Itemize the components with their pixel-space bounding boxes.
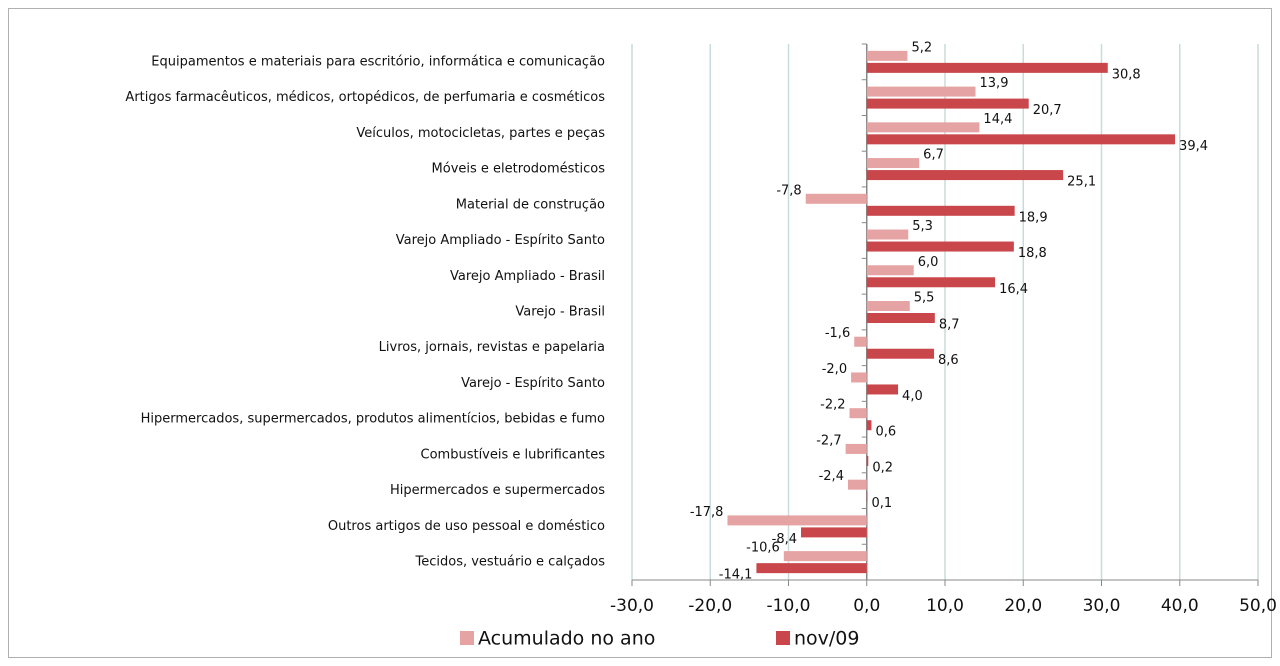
value-label: 14,4 [983,112,1012,127]
bar [866,313,935,323]
value-label: 18,8 [1018,246,1047,261]
value-label: 8,6 [938,353,959,368]
value-label: 5,2 [911,40,932,55]
value-label: -2,0 [822,362,847,377]
bar [866,86,976,97]
y-tick-label: Artigos farmacêuticos, médicos, ortopédi… [125,90,605,105]
bar [805,193,867,204]
value-label: -2,7 [816,433,841,448]
bar [866,98,1029,109]
bar [801,527,867,538]
y-tick-label: Hipermercados, supermercados, produtos a… [141,412,605,427]
value-label: 5,5 [914,291,935,306]
y-tick-label: Varejo - Brasil [515,305,605,320]
value-label: 0,1 [872,496,893,511]
bar [783,551,867,562]
x-tick-label: 50,0 [1239,596,1277,616]
bar [866,62,1108,73]
value-label: 20,7 [1033,103,1062,118]
bar [854,336,867,347]
bar [866,301,910,311]
y-tick-label: Outros artigos de uso pessoal e doméstic… [328,519,605,534]
x-tick-label: 30,0 [1083,596,1121,616]
x-tick-label: -10,0 [767,596,811,616]
x-tick-label: 10,0 [926,596,964,616]
value-label: 13,9 [980,76,1009,91]
y-tick-label: Livros, jornais, revistas e papelaria [379,340,605,355]
value-label: 30,8 [1112,67,1141,82]
value-label: 6,0 [918,255,939,270]
bar [866,455,869,466]
bar [845,443,867,454]
y-tick-label: Hipermercados e supermercados [390,483,605,498]
x-tick-label: -30,0 [610,596,654,616]
value-label: 6,7 [923,148,944,163]
x-tick-label: 0,0 [853,596,880,616]
value-label: -7,8 [776,183,801,198]
value-label: -14,1 [719,568,753,583]
bar [866,241,1014,252]
value-label: 5,3 [912,219,933,234]
bar [866,50,908,61]
legend-label: nov/09 [794,628,860,650]
value-label: -10,6 [746,541,780,556]
bar [866,420,872,431]
y-tick-label: Varejo - Espírito Santo [461,376,605,391]
x-tick-label: 20,0 [1004,596,1042,616]
bar [866,348,935,359]
bar [866,265,914,276]
y-tick-label: Varejo Ampliado - Espírito Santo [396,233,605,248]
bar [866,384,899,395]
bar [849,408,867,419]
value-label: 16,4 [999,282,1028,297]
value-label: 25,1 [1067,175,1096,190]
value-label: -17,8 [690,505,724,520]
chart-frame [8,8,1272,658]
value-label: -2,4 [819,469,844,484]
legend-label: Acumulado no ano [478,628,655,650]
x-tick-label: 40,0 [1161,596,1199,616]
value-label: 4,0 [902,389,923,404]
y-tick-label: Móveis e eletrodomésticos [432,162,606,177]
bar [866,122,980,133]
value-label: 0,2 [872,460,893,475]
bar [866,277,996,288]
bar [866,170,1064,181]
y-tick-label: Equipamentos e materiais para escritório… [151,54,605,69]
value-label: -8,4 [772,532,797,547]
y-tick-label: Combustíveis e lubrificantes [421,447,606,462]
value-label: 8,7 [939,318,960,333]
y-tick-label: Material de construção [456,197,605,212]
value-label: 18,9 [1019,210,1048,225]
bar [866,229,909,240]
bar [756,563,867,574]
y-tick-label: Tecidos, vestuário e calçados [415,555,606,570]
bar [847,479,867,490]
bar [866,158,920,169]
bar [866,205,1015,216]
value-label: 39,4 [1179,139,1208,154]
legend-swatch [460,631,474,645]
y-tick-label: Varejo Ampliado - Brasil [450,269,605,284]
bar [851,372,867,383]
legend-swatch [776,631,790,645]
value-label: -2,2 [820,398,845,413]
bar [866,134,1176,145]
bar [727,515,867,526]
x-tick-label: -20,0 [688,596,732,616]
y-tick-label: Veículos, motocicletas, partes e peças [356,126,605,141]
bar [866,491,868,502]
value-label: 0,6 [875,425,896,440]
value-label: -1,6 [825,326,850,341]
